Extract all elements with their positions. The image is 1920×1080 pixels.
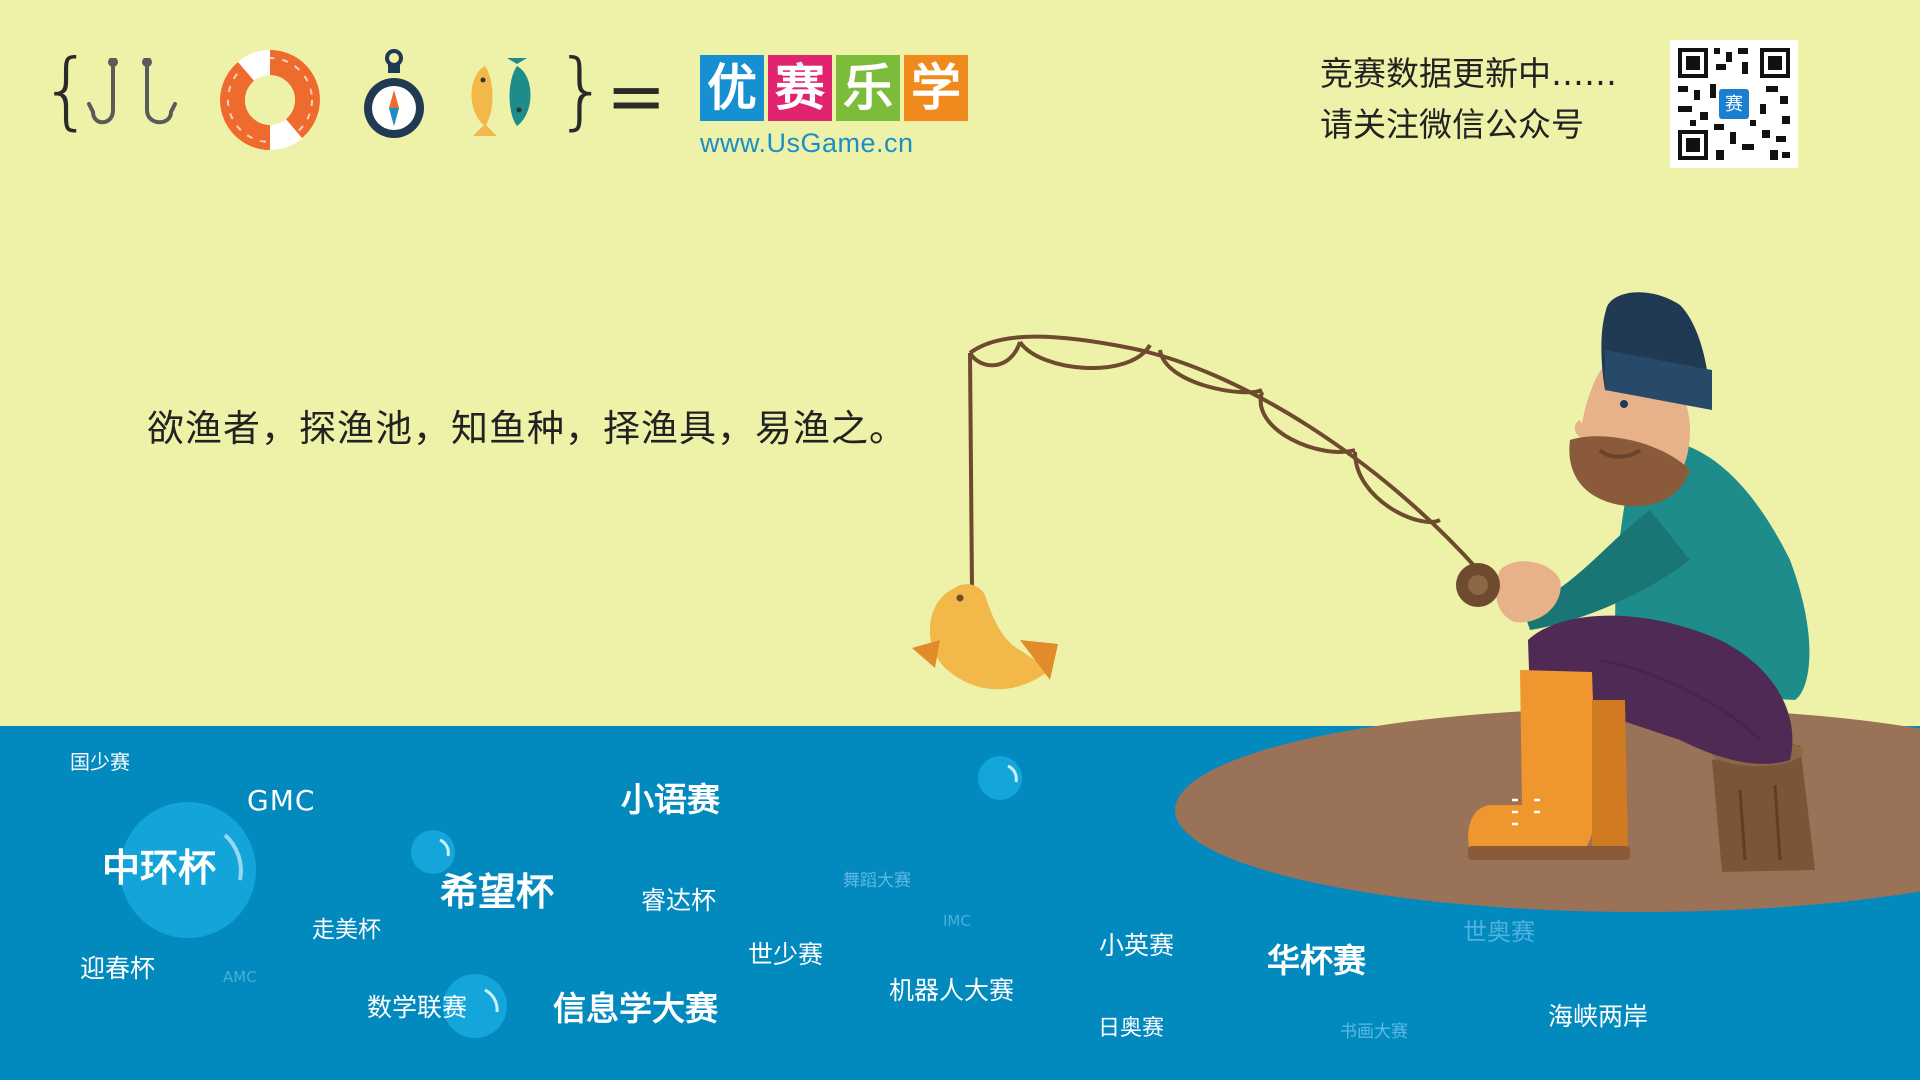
competition-tag[interactable]: 迎春杯 bbox=[80, 954, 156, 983]
competition-tag[interactable]: 海峡两岸 bbox=[1548, 1002, 1649, 1031]
bubbles bbox=[120, 756, 1022, 1038]
logo-url-link[interactable]: www.UsGame.cn bbox=[700, 128, 914, 158]
competition-tag[interactable]: 走美杯 bbox=[312, 917, 381, 943]
bubble-large bbox=[120, 802, 256, 938]
qr-center-char: 赛 bbox=[1725, 94, 1743, 115]
wechat-follow-notice: 请关注微信公众号 bbox=[1320, 105, 1584, 144]
competition-tag[interactable]: 华杯赛 bbox=[1267, 941, 1366, 980]
logo-char: 学 bbox=[904, 55, 968, 121]
competition-tag[interactable]: 世少赛 bbox=[748, 940, 824, 969]
competition-tag[interactable]: 希望杯 bbox=[440, 870, 555, 914]
wechat-qr-code[interactable]: 赛 bbox=[1670, 40, 1798, 168]
compass-icon bbox=[364, 49, 424, 138]
brace-close: } bbox=[555, 41, 609, 139]
fishing-rod bbox=[968, 334, 1480, 591]
competition-tag[interactable]: 信息学大赛 bbox=[553, 989, 718, 1028]
lifebuoy-icon bbox=[220, 50, 320, 150]
fisherman-figure bbox=[1456, 292, 1815, 872]
competition-tag[interactable]: 小语赛 bbox=[621, 780, 720, 819]
fish-pair-icon bbox=[471, 58, 531, 136]
bubble-medium bbox=[443, 974, 507, 1038]
logo-char: 赛 bbox=[768, 55, 832, 121]
usgame-logo[interactable]: 优 赛 乐 学 bbox=[700, 55, 968, 121]
fishhook-icon bbox=[87, 58, 177, 125]
competition-tag[interactable]: 世奥赛 bbox=[1463, 918, 1535, 946]
competition-tag[interactable]: 机器人大赛 bbox=[889, 976, 1015, 1005]
logo-char: 乐 bbox=[836, 55, 900, 121]
competition-tag[interactable]: 中环杯 bbox=[102, 846, 217, 890]
competition-tag[interactable]: 舞蹈大赛 bbox=[843, 871, 911, 891]
update-notice: 竞赛数据更新中…… bbox=[1320, 54, 1617, 93]
brace-open: { bbox=[40, 41, 94, 139]
competition-tag[interactable]: 日奥赛 bbox=[1098, 1016, 1165, 1041]
competition-tag[interactable]: 睿达杯 bbox=[641, 886, 717, 915]
logo-char: 优 bbox=[700, 55, 764, 121]
competition-tag[interactable]: 小英赛 bbox=[1099, 931, 1175, 960]
qr-code-icon: 赛 bbox=[1678, 48, 1790, 160]
competition-tag[interactable]: GMC bbox=[247, 784, 316, 817]
competition-tag[interactable]: IMC bbox=[943, 912, 971, 930]
competition-tag[interactable]: AMC bbox=[223, 968, 257, 986]
competition-tag[interactable]: 数学联赛 bbox=[367, 993, 468, 1022]
equals-sign: = bbox=[606, 54, 667, 138]
competition-tag[interactable]: 书画大赛 bbox=[1340, 1022, 1408, 1042]
hooked-fish-icon bbox=[912, 584, 1058, 690]
competition-tag[interactable]: 国少赛 bbox=[70, 750, 130, 774]
tagline: 欲渔者，探渔池，知鱼种，择渔具，易渔之。 bbox=[147, 407, 907, 450]
